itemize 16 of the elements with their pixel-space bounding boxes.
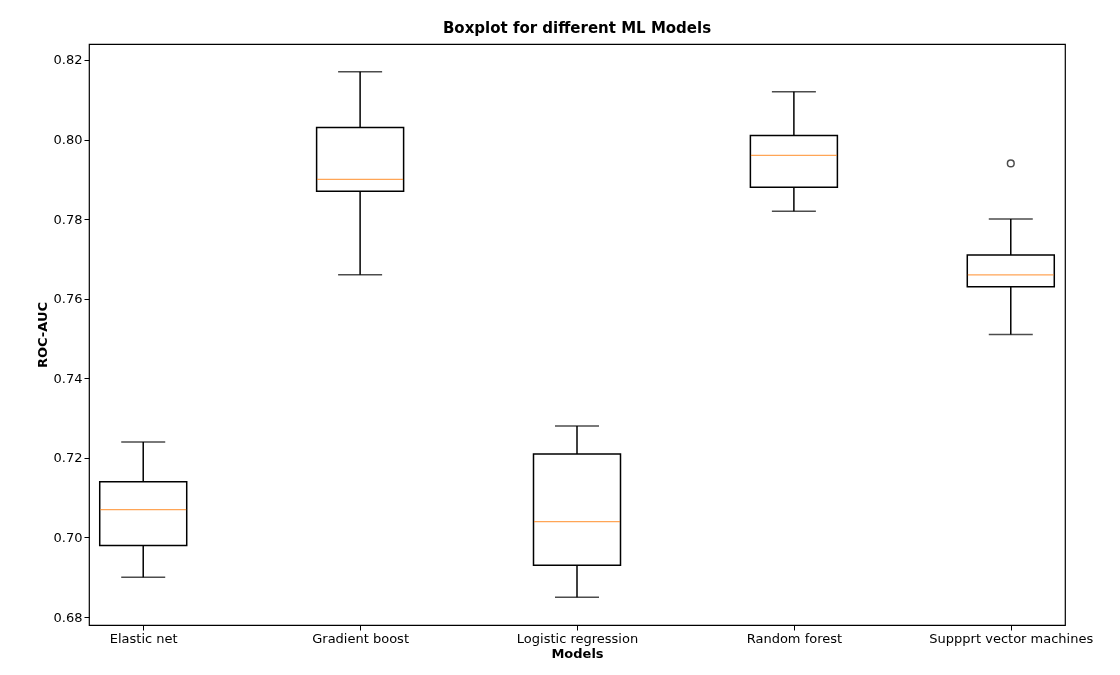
- x-tick-label: Gradient boost: [312, 630, 409, 646]
- y-tick-label: 0.80: [53, 132, 83, 148]
- y-tick-label: 0.74: [53, 370, 83, 386]
- x-tick-label: Elastic net: [109, 630, 178, 646]
- chart-title: Boxplot for different ML Models: [442, 19, 712, 37]
- x-tick-label: Suppprt vector machines: [929, 630, 1094, 646]
- y-tick-label: 0.82: [53, 52, 83, 68]
- x-axis-title: Models: [551, 645, 604, 661]
- x-tick-label: Logistic regression: [516, 630, 639, 646]
- y-axis-title: ROC-AUC: [34, 301, 50, 369]
- y-tick-label: 0.70: [53, 529, 83, 545]
- x-tick-label: Random forest: [746, 630, 843, 646]
- y-tick-label: 0.78: [53, 211, 83, 227]
- y-tick-label: 0.72: [53, 450, 83, 466]
- y-tick-label: 0.76: [53, 291, 83, 307]
- y-tick-label: 0.68: [53, 609, 83, 625]
